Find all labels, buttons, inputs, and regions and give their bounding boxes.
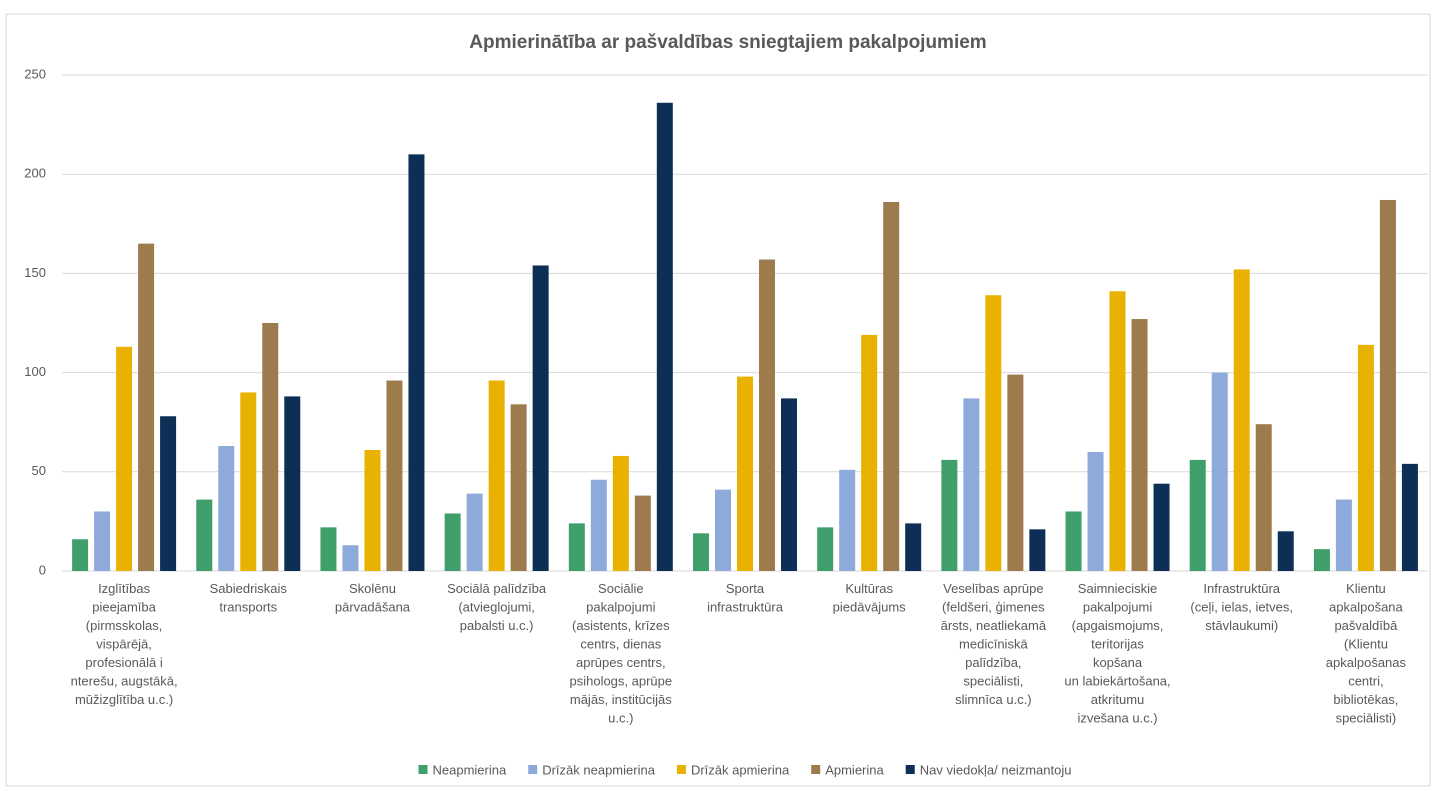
- x-tick-label: Sabiedriskais transports: [210, 581, 288, 615]
- legend-swatch: [418, 765, 428, 774]
- legend-label: Drīzāk neapmierina: [542, 762, 655, 777]
- bar: [72, 539, 89, 571]
- bar: [634, 495, 651, 571]
- y-tick-label: 0: [39, 562, 46, 577]
- legend-swatch: [905, 765, 915, 774]
- y-tick-label: 200: [24, 166, 46, 181]
- bar: [218, 446, 235, 571]
- bar: [656, 102, 673, 571]
- bar: [568, 523, 585, 571]
- bar: [1153, 483, 1170, 571]
- bar: [138, 243, 155, 571]
- bar: [1255, 424, 1272, 571]
- y-tick-label: 150: [24, 265, 46, 280]
- bar: [1109, 291, 1126, 571]
- bar: [160, 416, 177, 571]
- bar: [1357, 344, 1374, 571]
- bar: [386, 380, 403, 571]
- bar: [1189, 459, 1206, 571]
- bar: [985, 295, 1002, 571]
- bar: [839, 469, 856, 571]
- bar: [342, 545, 359, 571]
- bar: [320, 527, 337, 571]
- bar: [240, 392, 257, 571]
- bar: [284, 396, 301, 571]
- chart-title: Apmierinātība ar pašvaldības sniegtajiem…: [469, 32, 986, 53]
- x-tick-label: Infrastruktūra (ceļi, ielas, ietves, stāvl…: [1190, 581, 1293, 633]
- x-tick-label: Izglītības pieejamība (pirmsskolas, vispārē…: [71, 581, 178, 707]
- bar: [1379, 199, 1396, 571]
- bar: [94, 511, 111, 571]
- legend-label: Neapmierina: [433, 762, 507, 777]
- bar: [364, 449, 381, 571]
- y-tick-label: 50: [32, 463, 46, 478]
- bar: [590, 479, 607, 571]
- x-tick-label: Saimnieciskie pakalpojumi (apgaismojums, te…: [1064, 581, 1170, 726]
- bar: [1087, 451, 1104, 571]
- bar: [408, 154, 425, 572]
- bar: [861, 334, 878, 571]
- bar: [1211, 372, 1228, 571]
- y-tick-label: 100: [24, 364, 46, 379]
- bar: [759, 259, 775, 571]
- bar: [196, 499, 213, 571]
- bar: [466, 493, 483, 571]
- legend-label: Nav viedokļa/ neizmantoju: [920, 762, 1072, 777]
- bar: [262, 323, 279, 571]
- x-tick-label: Skolēnu pārvadāšana: [335, 581, 411, 615]
- x-tick-label: Kultūras piedāvājums: [833, 581, 906, 615]
- bar: [1233, 269, 1250, 571]
- legend-label: Drīzāk apmierina: [691, 762, 790, 777]
- x-tick-label: Sporta infrastruktūra: [707, 581, 784, 615]
- bar: [817, 527, 834, 571]
- x-tick-label: Klientu apkalpošana pašvaldībā (Klientu apka…: [1326, 581, 1407, 726]
- bar: [510, 404, 527, 571]
- bar: [963, 398, 980, 571]
- bar: [116, 346, 133, 571]
- bar: [693, 533, 709, 571]
- bar: [883, 201, 900, 571]
- bar: [941, 459, 958, 571]
- y-tick-label: 250: [24, 66, 46, 81]
- bar: [1007, 374, 1024, 571]
- bar: [1065, 511, 1082, 571]
- bar: [737, 376, 753, 571]
- bar: [612, 455, 629, 571]
- legend-label: Apmierina: [825, 762, 884, 777]
- bar: [444, 513, 461, 571]
- legend-swatch: [676, 765, 686, 774]
- bar: [1335, 499, 1352, 571]
- x-tick-label: Veselības aprūpe (feldšeri, ģimenes ārsts,…: [941, 581, 1047, 707]
- bar: [1313, 549, 1330, 571]
- bar: [781, 398, 797, 571]
- bar: [905, 523, 922, 571]
- legend-swatch: [528, 765, 538, 774]
- bar: [715, 489, 731, 571]
- bar: [1131, 319, 1148, 571]
- bar: [1277, 531, 1294, 571]
- x-tick-label: Sociālie pakalpojumi (asistents, krīzes cen…: [569, 581, 672, 726]
- bar: [1029, 529, 1046, 571]
- legend-swatch: [811, 765, 821, 774]
- bar: [532, 265, 549, 571]
- x-tick-label: Sociālā palīdzība (atvieglojumi, pabalsti …: [447, 581, 547, 633]
- bar: [488, 380, 505, 571]
- bar: [1401, 463, 1418, 571]
